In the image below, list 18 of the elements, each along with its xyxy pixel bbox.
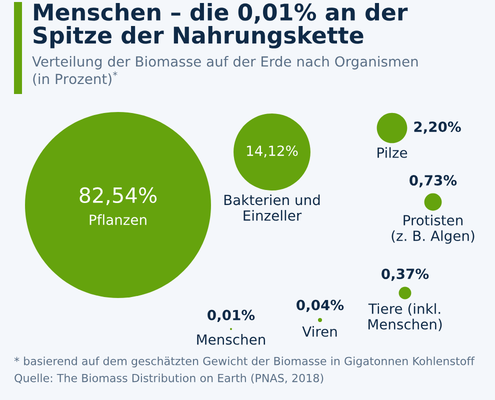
data-label: 14,12% (247, 146, 298, 158)
data-label: 0,01% (208, 310, 255, 322)
data-label: 0,04% (296, 300, 344, 312)
category-label: Tiere (inkl. Menschen) (368, 303, 442, 332)
category-label: Bakterien und Einzeller (224, 194, 320, 221)
category-label: Pflanzen (90, 214, 146, 226)
text: * basierend auf dem geschätzten Gewicht der Biomasse in Gigatonnen Kohlenstoff (14, 356, 475, 368)
category-label: Menschen (197, 334, 265, 345)
data-label: 2,20% (414, 122, 461, 134)
text: Verteilung der Biomasse auf der Erde nach Organismen (in Prozent)$^{*}$ (32, 56, 418, 86)
data-label: 0,73% (410, 175, 457, 188)
source-note: Quelle: The Biomass Distribution on Earth (PNAS, 2018) (14, 374, 324, 384)
category-label: Protisten (z. B. Algen) (392, 214, 474, 244)
category-label: Pilze (378, 147, 408, 158)
text: Menschen – die 0,01% an der Spitze der Nahrungskette (34, 3, 408, 48)
data-label: 0,37% (382, 268, 429, 281)
category-label: Viren (302, 326, 337, 337)
data-label: 82,54% (80, 187, 157, 206)
